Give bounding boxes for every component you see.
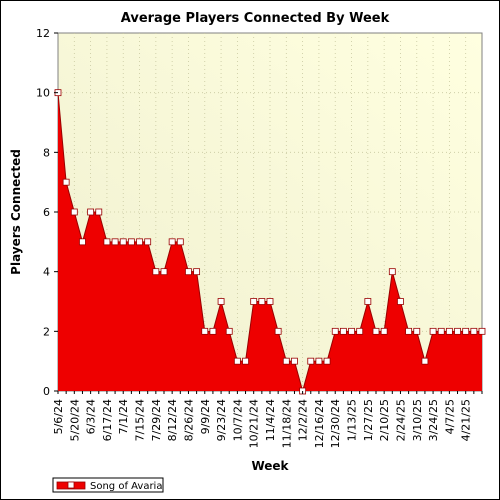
- data-point: [217, 298, 225, 305]
- data-point: [405, 327, 413, 335]
- data-point: [364, 298, 372, 305]
- series-fill: [58, 92, 482, 392]
- x-tick-label: 7/29/24: [150, 399, 163, 441]
- x-tick-label: 3/10/25: [411, 399, 424, 441]
- x-tick-label: 5/6/24: [52, 399, 65, 434]
- data-point: [470, 327, 478, 335]
- x-tick-label: 3/24/25: [427, 399, 440, 441]
- y-tick-label: 4: [43, 266, 50, 279]
- y-tick-label: 10: [36, 87, 50, 100]
- data-point: [291, 357, 298, 365]
- data-point: [111, 238, 119, 246]
- y-tick-label: 8: [43, 146, 50, 159]
- data-point: [258, 298, 266, 305]
- y-tick-label: 6: [43, 206, 50, 219]
- x-tick-label: 10/7/24: [231, 399, 244, 441]
- data-point: [233, 357, 241, 365]
- x-tick-label: 6/3/24: [85, 399, 98, 434]
- x-tick-label: 4/21/25: [460, 399, 473, 441]
- x-tick-label: 7/15/24: [134, 399, 147, 441]
- data-point: [397, 298, 404, 305]
- data-point: [421, 357, 429, 365]
- data-point: [413, 327, 421, 335]
- data-point: [462, 327, 470, 335]
- data-point: [274, 327, 282, 335]
- data-point: [250, 298, 258, 305]
- x-tick-label: 9/23/24: [215, 399, 228, 441]
- data-point: [282, 357, 290, 365]
- data-point: [79, 238, 86, 246]
- x-tick-label: 1/13/25: [346, 399, 359, 441]
- data-point: [478, 327, 486, 335]
- data-point: [266, 298, 274, 305]
- data-point: [348, 327, 355, 335]
- y-axis-title: Players Connected: [9, 149, 23, 275]
- series-markers: [54, 89, 486, 395]
- data-point: [144, 238, 152, 246]
- data-point: [380, 327, 388, 335]
- data-point: [127, 238, 135, 246]
- x-tick-label: 2/10/25: [378, 399, 391, 441]
- data-point: [454, 327, 461, 335]
- data-point: [429, 327, 437, 335]
- x-tick-label: 6/17/24: [101, 399, 114, 441]
- data-point: [160, 268, 168, 276]
- data-point: [209, 327, 217, 335]
- x-tick-label: 11/4/24: [264, 399, 277, 441]
- chart-title: Average Players Connected By Week: [121, 11, 390, 26]
- x-axis-title: Week: [251, 459, 289, 473]
- data-point: [315, 357, 323, 365]
- x-tick-label: 12/2/24: [297, 399, 310, 441]
- x-tick-label: 1/27/25: [362, 399, 375, 441]
- legend: Song of Avaria: [52, 477, 164, 493]
- data-point: [388, 268, 396, 276]
- data-point: [119, 238, 127, 246]
- data-point: [185, 268, 192, 276]
- data-point: [95, 208, 103, 216]
- x-tick-label: 7/1/24: [117, 399, 130, 434]
- data-point: [201, 327, 209, 335]
- data-point: [225, 327, 233, 335]
- legend-label: Song of Avaria: [90, 481, 162, 492]
- data-point: [193, 268, 201, 276]
- x-tick-label: 5/20/24: [68, 399, 81, 441]
- x-tick-label: 12/30/24: [329, 399, 342, 448]
- data-point: [445, 327, 453, 335]
- data-point: [242, 357, 249, 365]
- data-point: [168, 238, 176, 246]
- x-tick-label: 2/24/25: [394, 399, 407, 441]
- data-point: [62, 178, 70, 186]
- x-tick-label: 8/12/24: [166, 399, 179, 441]
- legend-marker: [67, 481, 75, 489]
- data-point: [103, 238, 111, 246]
- x-tick-label: 12/16/24: [313, 399, 326, 448]
- y-tick-label: 12: [36, 27, 50, 40]
- data-point: [176, 238, 184, 246]
- data-point: [339, 327, 347, 335]
- y-tick-label: 2: [43, 325, 50, 338]
- data-point: [331, 327, 339, 335]
- x-tick-label: 8/26/24: [182, 399, 195, 441]
- data-point: [152, 268, 160, 276]
- data-point: [70, 208, 78, 216]
- y-tick-label: 0: [43, 385, 50, 398]
- data-point: [372, 327, 380, 335]
- x-tick-labels: 5/6/24 5/20/24 6/3/24 6/17/24 7/1/24 7/15/24 7…: [52, 391, 483, 448]
- data-point: [356, 327, 364, 335]
- data-point: [87, 208, 95, 216]
- x-tick-label: 11/18/24: [280, 399, 293, 448]
- data-point: [323, 357, 331, 365]
- x-tick-label: 9/9/24: [199, 399, 212, 434]
- data-point: [437, 327, 445, 335]
- data-point: [136, 238, 143, 246]
- x-tick-label: 10/21/24: [248, 399, 261, 448]
- x-tick-label: 4/7/25: [443, 399, 456, 434]
- data-point: [307, 357, 315, 365]
- y-tick-labels: 0 2 4 6 8 10 12: [36, 27, 58, 398]
